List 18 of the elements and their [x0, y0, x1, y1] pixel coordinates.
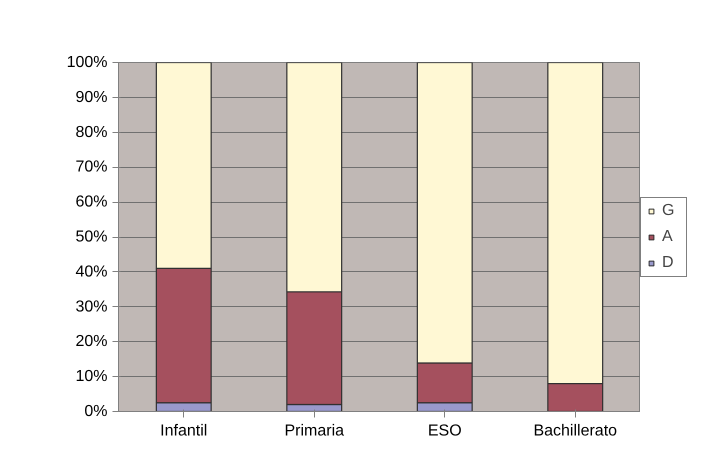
y-tick-label: 90% — [75, 88, 108, 106]
x-tick-label: Primaria — [284, 422, 344, 440]
x-tick-label: Infantil — [160, 422, 208, 440]
y-tick-label: 0% — [84, 403, 108, 420]
y-tick-label: 60% — [75, 194, 108, 211]
y-tick-label: 50% — [75, 228, 108, 246]
y-tick-label: 20% — [75, 333, 108, 350]
x-tick-label: Bachillerato — [533, 422, 618, 440]
y-tick-label: 10% — [75, 368, 108, 386]
y-tick-label: 80% — [75, 124, 108, 141]
y-tick-label: 70% — [75, 158, 108, 176]
legend-label: D — [662, 254, 675, 272]
y-tick-label: 30% — [75, 298, 108, 316]
legend-label: G — [662, 202, 676, 220]
legend-label: A — [662, 228, 674, 246]
y-tick-label: 40% — [75, 263, 108, 280]
y-tick-label: 100% — [66, 54, 108, 71]
x-tick-label: ESO — [428, 422, 462, 440]
